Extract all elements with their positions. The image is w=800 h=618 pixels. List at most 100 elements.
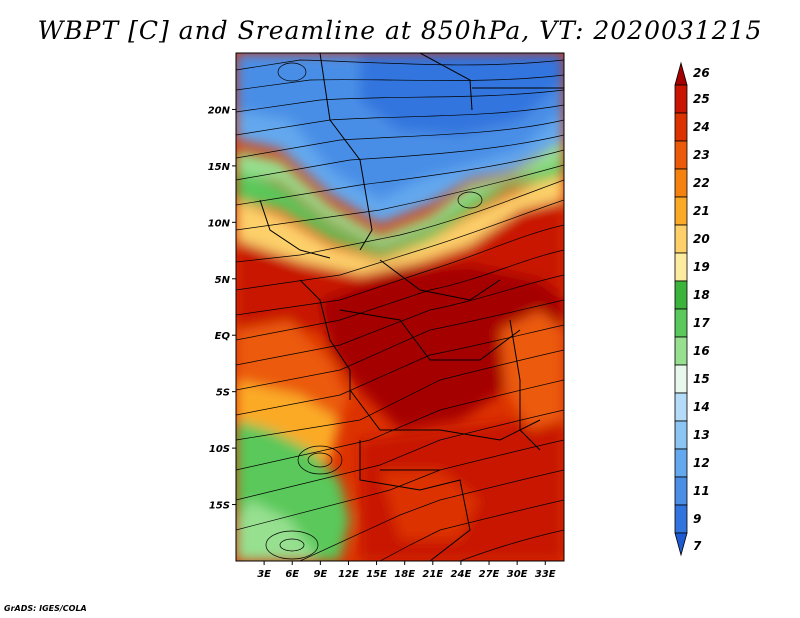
border-line — [339, 309, 521, 361]
streamline — [236, 59, 564, 71]
streamline — [236, 149, 564, 206]
vortex-streamline — [307, 452, 333, 468]
colorbar-label: 18 — [693, 288, 710, 302]
lon-tick-label: 15E — [366, 569, 387, 580]
border-line — [419, 53, 473, 111]
wbpt-zone-21 — [236, 380, 340, 470]
lon-tick-label: 6E — [285, 569, 299, 580]
colorbar-swatch — [674, 140, 688, 170]
streamline — [236, 439, 564, 531]
colorbar-label: 9 — [693, 512, 701, 526]
streamline — [236, 104, 564, 136]
colorbar-swatch — [674, 336, 688, 366]
lat-tick-label: 15N — [208, 162, 231, 173]
colorbar-label: 19 — [693, 260, 710, 274]
wbpt-zone-16-sw — [236, 500, 320, 561]
map-border — [235, 52, 565, 562]
colorbar-label: 16 — [693, 344, 710, 358]
colorbar-swatch — [674, 476, 688, 506]
colorbar-label: 26 — [693, 66, 710, 80]
streamline — [236, 134, 564, 181]
vortex-streamline — [277, 62, 307, 82]
lon-tick-label: 33E — [535, 569, 556, 580]
colorbar-swatch — [674, 308, 688, 338]
colorbar-swatch — [674, 196, 688, 226]
colorbar-swatch — [674, 84, 688, 114]
streamline — [299, 469, 564, 561]
colorbar-label: 12 — [693, 456, 710, 470]
lon-tick-label: 21E — [422, 569, 443, 580]
vortex-streamline — [297, 445, 343, 475]
lon-tick-label: 3E — [257, 569, 271, 580]
streamline — [236, 274, 564, 366]
lon-tick-label: 30E — [507, 569, 528, 580]
country-borders — [259, 53, 564, 561]
lat-tick-label: 10N — [208, 218, 231, 229]
colorbar-label: 25 — [693, 92, 710, 106]
border-line — [349, 389, 541, 441]
streamline — [236, 119, 564, 159]
streamline — [236, 89, 564, 113]
streamline — [236, 179, 564, 263]
streamline — [236, 249, 564, 341]
colorbar-bottom-arrow — [674, 532, 688, 557]
streamline — [379, 499, 564, 561]
colorbar-label: 24 — [693, 120, 710, 134]
lon-tick-label: 9E — [313, 569, 327, 580]
streamline — [236, 224, 564, 316]
colorbar-label: 14 — [693, 400, 710, 414]
wbpt-zone-16 — [236, 140, 564, 248]
latitude-ticks: 20N 15N 10N 5N EQ 5S 10S 15S — [208, 105, 236, 512]
streamline — [459, 529, 564, 561]
streamline — [236, 324, 564, 416]
streamline — [236, 74, 564, 91]
lon-tick-label: 27E — [479, 569, 500, 580]
colorbar-swatch — [674, 420, 688, 450]
streamline — [236, 164, 564, 231]
colorbar-label: 20 — [693, 232, 710, 246]
streamline — [236, 299, 564, 391]
colorbar-label: 23 — [693, 148, 710, 162]
streamline — [236, 409, 564, 501]
streamline — [236, 199, 564, 291]
chart-title: WBPT [C] and Sreamline at 850hPa, VT: 20… — [37, 16, 763, 45]
grads-credit: GrADS: IGES/COLA — [4, 604, 87, 613]
border-line — [259, 199, 331, 259]
lon-tick-label: 18E — [394, 569, 415, 580]
coastline — [299, 279, 351, 400]
lat-tick-label: 5S — [216, 388, 230, 399]
colorbar-label: 15 — [693, 372, 710, 386]
colorbar-top-arrow — [674, 61, 688, 86]
lat-tick-label: 5N — [215, 275, 231, 286]
colorbar-label: 11 — [693, 484, 710, 498]
lon-tick-label: 24E — [451, 569, 472, 580]
colorbar-swatch — [674, 252, 688, 282]
colorbar-swatch — [674, 392, 688, 422]
vortex-streamline — [279, 538, 305, 552]
border-line — [379, 259, 501, 301]
colorbar-swatch — [674, 280, 688, 310]
lon-tick-label: 12E — [338, 569, 359, 580]
colorbar-swatch — [674, 224, 688, 254]
wbpt-zone-9 — [360, 53, 564, 135]
lat-tick-label: 15S — [209, 501, 230, 512]
border-line — [359, 440, 471, 561]
colorbar: 26 25 24 23 22 21 20 19 18 17 16 15 14 13 12 11 9 7 — [674, 61, 710, 557]
colorbar-label: 17 — [693, 316, 710, 330]
border-line — [319, 53, 373, 251]
border-line — [509, 319, 541, 451]
lat-tick-label: 20N — [208, 105, 231, 116]
colorbar-swatch — [674, 448, 688, 478]
wbpt-zone-19-20 — [236, 170, 564, 275]
colorbar-label: 7 — [693, 539, 702, 553]
lat-tick-label: 10S — [209, 444, 230, 455]
map-frame — [236, 53, 564, 561]
wbpt-shading — [236, 53, 564, 561]
vortex-streamline — [265, 530, 319, 560]
colorbar-label: 22 — [693, 176, 710, 190]
colorbar-label: 13 — [693, 428, 710, 442]
wbpt-zone-23-east — [500, 310, 564, 430]
wbpt-zone-17 — [236, 160, 564, 258]
streamline — [236, 349, 564, 441]
